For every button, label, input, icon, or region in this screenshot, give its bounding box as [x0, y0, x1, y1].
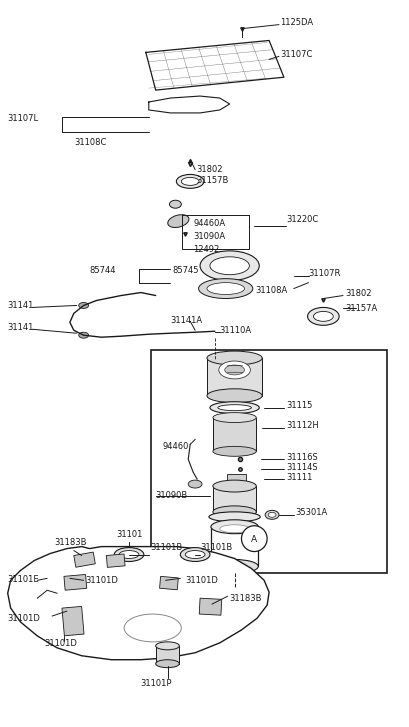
Text: 35301A: 35301A — [296, 508, 328, 518]
Ellipse shape — [199, 278, 253, 299]
Ellipse shape — [265, 510, 279, 519]
Text: 31101B: 31101B — [151, 542, 183, 552]
Ellipse shape — [156, 659, 179, 667]
PathPatch shape — [8, 547, 269, 659]
Ellipse shape — [188, 480, 202, 488]
Text: 31115: 31115 — [286, 401, 312, 410]
Ellipse shape — [225, 365, 245, 375]
Text: 31107R: 31107R — [308, 269, 341, 278]
Text: 85744: 85744 — [90, 266, 116, 275]
Ellipse shape — [79, 302, 89, 308]
Ellipse shape — [156, 642, 179, 650]
Text: 31101B: 31101B — [200, 542, 232, 552]
Ellipse shape — [308, 308, 339, 325]
Bar — [106, 554, 125, 567]
Ellipse shape — [220, 525, 249, 533]
Text: 85745: 85745 — [173, 266, 199, 275]
Bar — [160, 577, 178, 590]
Circle shape — [241, 526, 267, 552]
Ellipse shape — [219, 361, 250, 379]
Text: 31802: 31802 — [196, 164, 222, 174]
Text: 31110A: 31110A — [220, 326, 252, 335]
Text: 31183B: 31183B — [54, 537, 87, 547]
Text: 31157B: 31157B — [196, 177, 229, 185]
Bar — [62, 606, 84, 636]
Text: 31101D: 31101D — [44, 639, 77, 648]
Text: 31107L: 31107L — [8, 114, 39, 123]
Text: 31141: 31141 — [8, 301, 34, 310]
Ellipse shape — [213, 446, 256, 457]
Text: 31107C: 31107C — [280, 50, 312, 59]
Ellipse shape — [218, 405, 252, 411]
Text: 31141: 31141 — [8, 323, 34, 332]
Text: 31090A: 31090A — [193, 232, 225, 241]
Bar — [64, 574, 87, 590]
Text: 31802: 31802 — [345, 289, 371, 298]
Text: 31108A: 31108A — [255, 286, 288, 294]
Ellipse shape — [185, 550, 205, 558]
Ellipse shape — [180, 547, 210, 561]
Ellipse shape — [119, 550, 139, 558]
Text: 31101E: 31101E — [8, 575, 39, 585]
Text: 31101P: 31101P — [140, 678, 171, 688]
Text: 31183B: 31183B — [230, 594, 262, 603]
Ellipse shape — [209, 512, 260, 522]
Ellipse shape — [210, 257, 249, 275]
Ellipse shape — [176, 174, 204, 188]
Text: 94460: 94460 — [162, 443, 189, 451]
Ellipse shape — [79, 332, 89, 338]
Ellipse shape — [268, 513, 276, 518]
Text: 31101D: 31101D — [8, 614, 40, 623]
Ellipse shape — [211, 520, 258, 534]
Bar — [74, 552, 95, 567]
Ellipse shape — [168, 214, 189, 228]
Text: 31220C: 31220C — [286, 214, 318, 224]
Text: 31101D: 31101D — [185, 577, 218, 585]
Text: 31111: 31111 — [286, 473, 312, 481]
Ellipse shape — [314, 311, 333, 321]
Ellipse shape — [207, 351, 262, 365]
Text: 12492: 12492 — [193, 245, 219, 254]
Bar — [213, 417, 256, 451]
Ellipse shape — [213, 413, 256, 422]
Text: 1125DA: 1125DA — [280, 18, 313, 27]
Text: 31101: 31101 — [116, 530, 142, 539]
Bar — [207, 358, 262, 395]
Text: 31114S: 31114S — [286, 462, 317, 472]
Ellipse shape — [169, 200, 181, 208]
Bar — [199, 598, 222, 615]
Ellipse shape — [213, 506, 256, 518]
Ellipse shape — [207, 283, 245, 294]
Ellipse shape — [181, 177, 199, 185]
Text: 31112H: 31112H — [286, 421, 319, 430]
Ellipse shape — [211, 560, 258, 574]
Text: 31108C: 31108C — [74, 137, 106, 147]
Ellipse shape — [114, 547, 144, 561]
Text: 94460A: 94460A — [193, 219, 225, 228]
Text: A: A — [251, 535, 257, 544]
Text: 31116S: 31116S — [286, 453, 318, 462]
Bar — [156, 646, 179, 664]
Text: 31157A: 31157A — [345, 304, 378, 313]
Bar — [213, 486, 256, 512]
Text: 31101D: 31101D — [85, 577, 119, 585]
Text: 31090B: 31090B — [156, 491, 188, 500]
Bar — [151, 350, 387, 574]
Text: 31141A: 31141A — [171, 316, 202, 326]
Ellipse shape — [210, 402, 259, 414]
Ellipse shape — [213, 480, 256, 492]
Bar — [211, 527, 258, 566]
Bar — [227, 474, 247, 486]
Ellipse shape — [207, 389, 262, 403]
Ellipse shape — [200, 251, 259, 281]
Ellipse shape — [124, 614, 181, 642]
